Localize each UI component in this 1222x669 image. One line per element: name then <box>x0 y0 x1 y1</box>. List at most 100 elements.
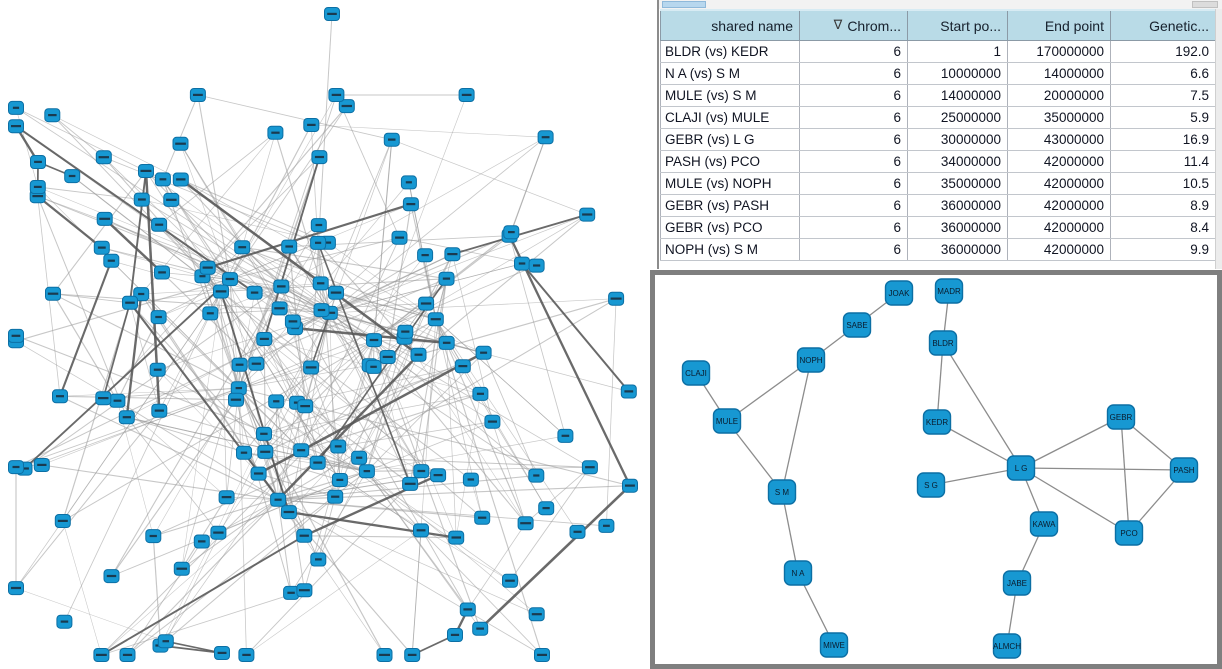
overview-node[interactable] <box>579 207 596 222</box>
overview-node[interactable] <box>246 285 263 300</box>
overview-node[interactable] <box>33 458 50 472</box>
table-cell[interactable]: 170000000 <box>1007 40 1111 63</box>
table-cell[interactable]: 8.4 <box>1110 216 1216 239</box>
overview-node[interactable] <box>410 347 427 362</box>
node-CLAJI[interactable]: CLAJI <box>681 360 711 386</box>
overview-node[interactable] <box>234 240 251 255</box>
overview-node[interactable] <box>358 464 375 479</box>
table-cell[interactable]: 6 <box>799 194 908 217</box>
table-cell[interactable]: 8.9 <box>1110 194 1216 217</box>
overview-node[interactable] <box>413 464 430 479</box>
overview-node[interactable] <box>310 235 327 250</box>
overview-node[interactable] <box>400 175 417 190</box>
overview-node[interactable] <box>214 646 230 660</box>
table-cell[interactable]: PASH (vs) PCO <box>660 150 800 173</box>
node-MIWE[interactable]: MIWE <box>819 632 849 658</box>
overview-node[interactable] <box>64 169 81 184</box>
table-cell[interactable]: 6 <box>799 62 908 85</box>
overview-node[interactable] <box>474 510 491 525</box>
overview-node[interactable] <box>236 445 252 460</box>
overview-node[interactable] <box>330 439 347 454</box>
overview-node[interactable] <box>598 518 615 533</box>
table-cell[interactable]: 36000000 <box>907 194 1008 217</box>
overview-node[interactable] <box>514 256 530 271</box>
table-cell[interactable]: NOPH (vs) S M <box>660 238 800 261</box>
overview-node[interactable] <box>569 524 586 539</box>
table-cell[interactable]: 10.5 <box>1110 172 1216 195</box>
table-cell[interactable]: 11.4 <box>1110 150 1216 173</box>
overview-node[interactable] <box>29 180 46 194</box>
overview-node[interactable] <box>210 525 227 540</box>
node-N A[interactable]: N A <box>783 560 813 586</box>
table-horizontal-scrollbar[interactable] <box>657 0 1222 9</box>
overview-node[interactable] <box>379 350 396 364</box>
overview-node[interactable] <box>150 310 167 325</box>
overview-node[interactable] <box>458 88 475 102</box>
overview-node[interactable] <box>157 634 174 649</box>
overview-node[interactable] <box>256 332 273 346</box>
node-MULE[interactable]: MULE <box>712 408 742 434</box>
overview-node[interactable] <box>312 276 329 291</box>
overview-node[interactable] <box>418 296 435 311</box>
hscrollbar-thumb[interactable] <box>662 1 706 8</box>
table-row[interactable]: NOPH (vs) S M 6 36000000 42000000 9.9 <box>660 238 1216 261</box>
table-cell[interactable]: CLAJI (vs) MULE <box>660 106 800 129</box>
overview-node[interactable] <box>218 490 235 505</box>
overview-node[interactable] <box>293 443 310 458</box>
node-KEDR[interactable]: KEDR <box>922 409 952 435</box>
table-cell[interactable]: 25000000 <box>907 106 1008 129</box>
table-cell[interactable]: GEBR (vs) PASH <box>660 194 800 217</box>
node-JOAK[interactable]: JOAK <box>884 280 914 306</box>
table-cell[interactable]: BLDR (vs) KEDR <box>660 40 800 63</box>
overview-node[interactable] <box>138 164 154 178</box>
overview-node[interactable] <box>280 505 297 520</box>
table-cell[interactable]: 6 <box>799 216 908 239</box>
overview-node[interactable] <box>268 394 285 409</box>
table-cell[interactable]: 34000000 <box>907 150 1008 173</box>
overview-network-canvas[interactable] <box>0 0 652 669</box>
overview-node[interactable] <box>199 260 216 275</box>
overview-node[interactable] <box>313 303 330 318</box>
detail-network-canvas[interactable]: JOAK MADR SABE BLDR NOPH CLAJI GEBR MULE KEDR L G… <box>655 275 1217 664</box>
node-S G[interactable]: S G <box>916 472 946 498</box>
overview-node[interactable] <box>248 356 265 371</box>
overview-node[interactable] <box>620 384 637 399</box>
overview-node[interactable] <box>151 403 168 418</box>
edge-GEBR-PCO[interactable] <box>1120 416 1130 534</box>
overview-node[interactable] <box>283 585 300 600</box>
table-cell[interactable]: 6 <box>799 106 908 129</box>
column-header-start-po---[interactable]: Start po... <box>907 9 1008 41</box>
table-cell[interactable]: 30000000 <box>907 128 1008 151</box>
overview-node[interactable] <box>149 362 166 377</box>
overview-node[interactable] <box>231 357 248 372</box>
overview-node[interactable] <box>417 248 434 263</box>
table-row[interactable]: BLDR (vs) KEDR 6 1 170000000 192.0 <box>660 40 1216 63</box>
table-row[interactable]: GEBR (vs) PASH 6 36000000 42000000 8.9 <box>660 194 1216 217</box>
overview-node[interactable] <box>256 426 272 441</box>
node-L G[interactable]: L G <box>1006 455 1036 481</box>
overview-node[interactable] <box>96 211 113 226</box>
overview-node[interactable] <box>151 217 168 232</box>
table-cell[interactable]: 6 <box>799 172 908 195</box>
overview-node[interactable] <box>45 286 61 301</box>
table-cell[interactable]: 20000000 <box>1007 84 1111 107</box>
overview-node[interactable] <box>172 172 189 187</box>
overview-node[interactable] <box>438 335 455 350</box>
overview-node[interactable] <box>517 516 534 531</box>
overview-node[interactable] <box>310 218 327 233</box>
table-cell[interactable]: 7.5 <box>1110 84 1216 107</box>
overview-node[interactable] <box>145 529 162 544</box>
overview-node[interactable] <box>238 648 255 662</box>
table-row[interactable]: MULE (vs) NOPH 6 35000000 42000000 10.5 <box>660 172 1216 195</box>
overview-node[interactable] <box>338 99 355 114</box>
overview-node[interactable] <box>303 118 320 132</box>
table-cell[interactable]: MULE (vs) NOPH <box>660 172 800 195</box>
column-header-end-point[interactable]: End point <box>1007 9 1111 41</box>
overview-node[interactable] <box>328 285 344 300</box>
filter-funnel-icon[interactable]: ∇ <box>833 17 843 32</box>
table-cell[interactable]: 36000000 <box>907 216 1008 239</box>
edge-S M-N A[interactable] <box>781 491 799 574</box>
overview-node[interactable] <box>534 648 550 662</box>
node-BLDR[interactable]: BLDR <box>928 330 958 356</box>
table-cell[interactable]: MULE (vs) S M <box>660 84 800 107</box>
